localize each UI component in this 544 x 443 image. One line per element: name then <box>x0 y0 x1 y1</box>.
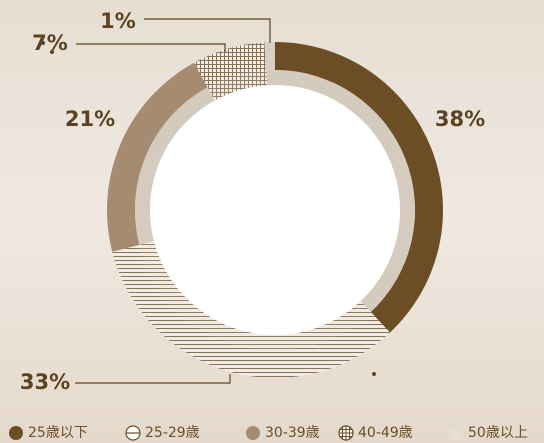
value-label: 7% <box>32 31 68 55</box>
value-label: 1% <box>100 9 136 33</box>
donut-segment <box>194 42 267 88</box>
legend-label: 30-39歳 <box>265 425 320 441</box>
donut-segment <box>112 244 391 379</box>
leader-line <box>76 43 226 52</box>
leader-dot <box>50 50 54 54</box>
donut-inner-band <box>275 70 415 313</box>
legend-label: 25-29歳 <box>145 425 200 441</box>
donut-inner-band <box>266 70 275 86</box>
legend-label: 40-49歳 <box>358 425 413 441</box>
donut-segment <box>275 42 444 333</box>
leader-line <box>144 18 271 43</box>
legend-label: 50歳以上 <box>468 425 528 441</box>
leader-line <box>75 374 231 384</box>
donut-segment <box>264 42 275 71</box>
leader-dot <box>41 41 45 45</box>
legend-swatch-pattern <box>339 426 353 440</box>
legend-label: 25歳以下 <box>28 425 88 441</box>
value-label: 33% <box>20 370 70 394</box>
value-label: 21% <box>65 107 115 131</box>
donut-inner-band <box>134 87 215 245</box>
donut-inner-band <box>207 70 268 101</box>
legend-swatch <box>9 426 23 440</box>
donut-hole <box>150 85 400 335</box>
leader-dot <box>372 372 376 376</box>
donut-inner-band <box>139 241 371 350</box>
donut-segment <box>106 62 208 252</box>
legend-swatch <box>246 426 260 440</box>
value-label: 38% <box>435 107 485 131</box>
legend-swatch <box>449 426 463 440</box>
